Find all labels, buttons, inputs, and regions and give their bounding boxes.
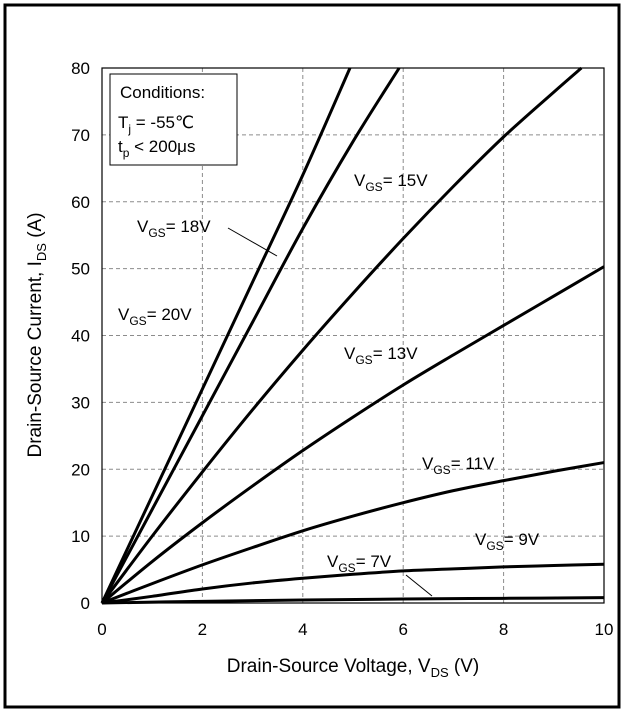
grid	[102, 68, 604, 603]
conditions-box: Conditions: Tj = -55℃ tp < 200μs	[109, 73, 238, 166]
series-line	[100, 67, 401, 604]
conditions-box-border	[109, 73, 238, 166]
series-label-13v: VGS= 13V	[344, 344, 418, 367]
series-line	[101, 562, 605, 605]
leader-18v	[227, 227, 278, 257]
series-label-18v: VGS= 18V	[137, 217, 211, 240]
x-tick-label: 2	[198, 620, 207, 639]
y-tick-label: 80	[71, 59, 90, 78]
tick-labels: 0 2 4 6 8 10 0 10 20 30 40 50 60 70 80	[71, 59, 613, 639]
series-line	[101, 265, 605, 605]
conditions-line-tp: tp < 200μs	[118, 137, 195, 160]
series-label-11v: VGS= 11V	[422, 454, 495, 477]
label-leaders	[227, 227, 433, 597]
y-tick-label: 20	[71, 460, 90, 479]
plot-area	[101, 67, 605, 604]
series-line	[100, 67, 352, 604]
x-tick-label: 10	[595, 620, 614, 639]
series-group	[100, 66, 605, 605]
y-axis-label: Drain-Source Current, IDS (A)	[25, 212, 49, 457]
y-tick-label: 10	[71, 527, 90, 546]
y-tick-label: 30	[71, 393, 90, 412]
x-tick-label: 0	[97, 620, 106, 639]
x-axis-label: Drain-Source Voltage, VDS (V)	[227, 656, 480, 680]
series-label-20v: VGS= 20V	[118, 305, 192, 328]
x-tick-label: 8	[499, 620, 508, 639]
conditions-title: Conditions:	[120, 83, 205, 102]
leader-7v	[405, 574, 433, 597]
outer-border	[3, 3, 621, 709]
y-tick-label: 50	[71, 260, 90, 279]
series-label-7v: VGS= 7V	[327, 552, 392, 575]
x-tick-label: 6	[398, 620, 407, 639]
series-line	[101, 461, 605, 605]
series-label-15v: VGS= 15V	[354, 171, 428, 194]
conditions-line-tj: Tj = -55℃	[118, 113, 194, 136]
y-tick-label: 40	[71, 327, 90, 346]
x-tick-label: 4	[298, 620, 307, 639]
series-line	[100, 66, 583, 604]
series-label-9v: VGS= 9V	[475, 530, 540, 553]
y-tick-label: 70	[71, 126, 90, 145]
y-tick-label: 0	[81, 594, 90, 613]
series-line	[101, 596, 605, 605]
series-labels: VGS= 20V VGS= 18V VGS= 15V VGS= 13V VGS=…	[118, 171, 540, 575]
y-tick-label: 60	[71, 193, 90, 212]
